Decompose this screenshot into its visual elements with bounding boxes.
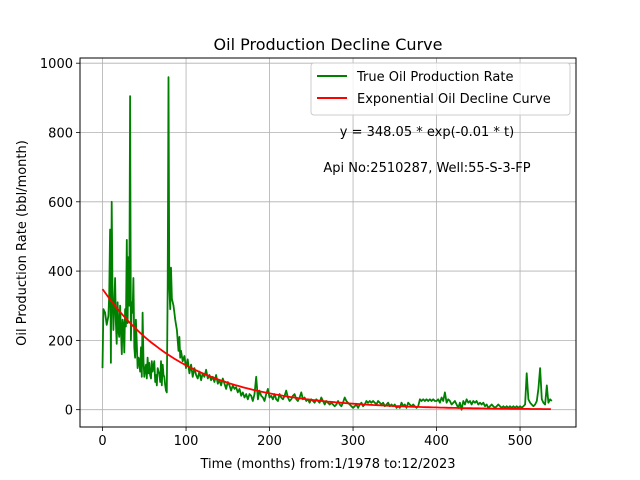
legend-label-exp-curve: Exponential Oil Decline Curve xyxy=(357,92,551,107)
y-tick-label: 800 xyxy=(48,126,73,141)
y-tick-label: 0 xyxy=(65,404,73,419)
equation-annotation: y = 348.05 * exp(-0.01 * t) xyxy=(340,125,514,140)
legend-box xyxy=(310,62,571,116)
legend: True Oil Production Rate Exponential Oil… xyxy=(310,62,571,116)
axis-ticks: 0 100 200 300 400 500 0 200 400 600 800 1000 xyxy=(40,57,533,449)
legend-label-true-rate: True Oil Production Rate xyxy=(356,70,513,85)
x-tick-label: 300 xyxy=(341,434,366,449)
well-annotation: Api No:2510287, Well:55-S-3-FP xyxy=(323,161,530,176)
grid xyxy=(80,58,576,427)
y-tick-label: 200 xyxy=(48,334,73,349)
series-exponential-oil-decline-curve xyxy=(101,288,551,411)
y-tick-label: 1000 xyxy=(40,57,73,72)
y-tick-label: 600 xyxy=(48,196,73,211)
x-tick-label: 500 xyxy=(508,434,533,449)
x-axis-label: Time (months) from:1/1978 to:12/2023 xyxy=(199,457,455,472)
x-tick-label: 100 xyxy=(174,434,199,449)
x-tick-label: 0 xyxy=(98,434,106,449)
chart-title: Oil Production Decline Curve xyxy=(214,35,443,54)
plot-series xyxy=(101,76,553,411)
series-true-oil-production-rate xyxy=(101,76,553,411)
x-tick-label: 200 xyxy=(257,434,282,449)
x-tick-label: 400 xyxy=(424,434,449,449)
plot-frame xyxy=(79,57,577,428)
y-tick-label: 400 xyxy=(48,265,73,280)
y-axis-label: Oil Production Rate (bbl/month) xyxy=(15,140,30,346)
